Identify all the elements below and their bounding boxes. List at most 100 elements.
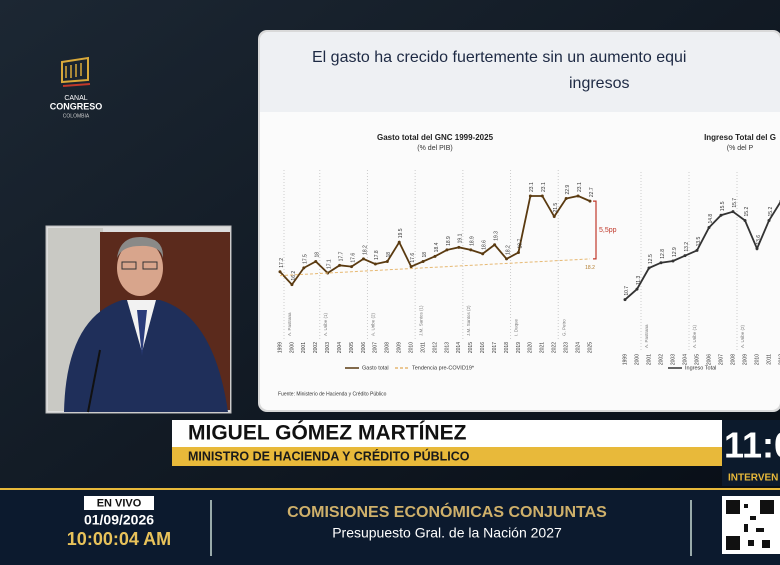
x-tick-label: 2006 [361,342,367,353]
value-label: 21.5 [553,203,559,213]
x-tick-label: 1999 [622,354,628,365]
x-tick-label: 2001 [301,342,307,353]
data-point [445,248,449,252]
data-point [338,263,342,267]
x-tick-label: 2006 [706,354,712,365]
data-point [469,248,473,252]
x-tick-label: 2023 [563,342,569,353]
x-tick-label: 2005 [349,342,355,353]
value-label: 17.6 [410,253,416,263]
value-label: 18 [315,252,321,258]
ticker-date: 01/09/2026 [84,512,154,528]
ticker-time: 10:00:04 AM [67,529,171,549]
data-point [457,245,461,249]
speaker-name: MIGUEL GÓMEZ MARTÍNEZ [188,421,467,445]
period-label: A. Pastrana [287,312,292,336]
data-point [683,254,687,258]
x-tick-label: 2018 [504,342,510,353]
data-point [302,266,306,270]
logo: CANAL CONGRESO COLOMBIA [50,56,102,119]
value-label: 18.2 [585,265,595,271]
x-tick-label: 2001 [646,354,652,365]
x-tick-label: 1999 [277,342,283,353]
x-tick-label: 2002 [313,342,319,353]
annotation-bracket [593,200,597,260]
data-point [731,210,735,214]
x-tick-label: 2015 [468,342,474,353]
value-label: 18.4 [434,242,440,252]
x-tick-label: 2000 [634,354,640,365]
data-point [314,259,318,263]
x-tick-label: 2010 [408,342,414,353]
value-label: 18 [422,252,428,258]
source-note: Fuente: Ministerio de Hacienda y Crédito… [278,391,387,397]
data-point [481,252,485,256]
data-point [647,266,651,270]
data-point [719,213,723,217]
value-label: 13.6 [756,235,762,245]
x-tick-label: 2010 [754,354,760,365]
x-tick-label: 2013 [444,342,450,353]
value-label: 19.3 [493,231,499,241]
value-label: 12.8 [660,249,666,259]
ticker-subheadline: Presupuesto Gral. de la Nación 2027 [332,525,562,541]
data-point [505,257,509,261]
lower-third: MIGUEL GÓMEZ MARTÍNEZ MINISTRO DE HACIEN… [172,420,780,486]
data-point [755,247,759,251]
period-label: J.M. Santos (1) [418,305,423,336]
value-label: 15.5 [720,201,726,211]
slide-title: ingresos [569,75,629,92]
legend-label: Ingreso Total [685,365,716,371]
ticker-headline: COMISIONES ECONÓMICAS CONJUNTAS [287,502,607,521]
value-label: 19.5 [398,228,404,238]
data-point [623,298,627,302]
x-tick-label: 2012 [432,342,438,353]
x-tick-label: 2002 [658,354,664,365]
data-point [564,197,568,201]
data-point [516,250,520,254]
x-tick-label: 2011 [766,354,772,365]
slide-title: El gasto ha crecido fuertemente sin un a… [312,49,686,66]
slide: El gasto ha crecido fuertemente sin un a… [260,32,780,410]
data-point [671,259,675,263]
x-tick-label: 2014 [456,342,462,353]
value-label: 12.9 [672,247,678,257]
value-label: 17.7 [338,251,344,261]
live-badge: EN VIVO [97,497,142,509]
x-tick-label: 2022 [552,342,558,353]
value-label: 18.9 [470,236,476,246]
value-label: 17.1 [327,259,333,269]
x-tick-label: 2009 [397,342,403,353]
value-label: 11.3 [636,276,642,286]
x-tick-label: 2004 [337,342,343,353]
value-label: 22.7 [589,187,595,197]
period-label: G. Petro [561,319,566,336]
period-label: A. Uribe (1) [692,324,697,348]
chart-title: Ingreso Total del G [704,133,776,142]
x-tick-label: 2007 [718,354,724,365]
ticker: EN VIVO 01/09/2026 10:00:04 AM COMISIONE… [0,488,780,565]
data-point [659,261,663,265]
legend-label: Gasto total [362,365,389,371]
x-tick-label: 2004 [682,354,688,365]
speaker-video [45,225,232,414]
x-tick-label: 2025 [587,342,593,353]
value-label: 18 [386,252,392,258]
period-label: J.M. Santos (2) [466,305,471,336]
x-tick-label: 2007 [373,342,379,353]
logo-text: CANAL [64,95,87,102]
series-line [624,200,780,301]
period-label: A. Uribe (2) [371,312,376,336]
value-label: 23.1 [541,182,547,192]
chart-title: Gasto total del GNC 1999-2025 [377,133,494,142]
value-label: 14.8 [708,214,714,224]
value-label: 12.5 [648,254,654,264]
logo-text: COLOMBIA [63,113,90,119]
value-label: 17.8 [374,250,380,260]
data-point [767,218,771,222]
value-label: 17.6 [350,253,356,263]
x-tick-label: 2012 [778,354,780,365]
annotation: 5,5pp [599,227,617,234]
